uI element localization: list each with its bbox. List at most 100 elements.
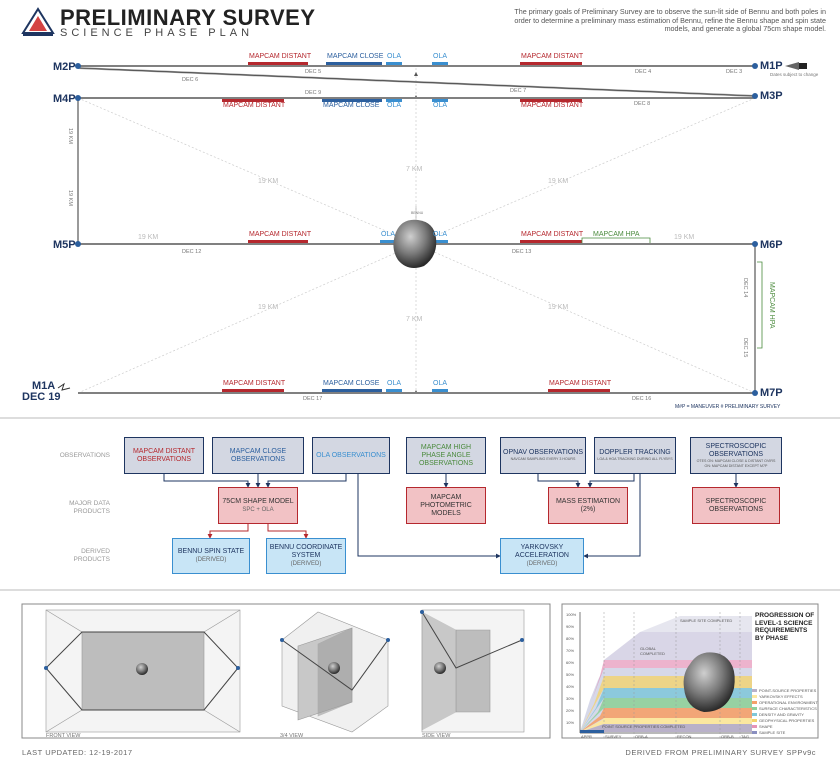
y-tick-label: 60% — [566, 660, 575, 665]
y-tick-label: 40% — [566, 684, 575, 689]
product-box-photometric: MAPCAM PHOTOMETRIC MODELS — [406, 487, 486, 524]
distance-label-4: 19 KM — [548, 304, 569, 311]
product-box-mass: MASS ESTIMATION (2%) — [548, 487, 628, 524]
y-tick-label: 90% — [566, 624, 575, 629]
spacecraft-icon — [785, 62, 807, 70]
maneuver-m1p: M1P — [760, 60, 783, 72]
obs-label-mapcam-distant-4: MAPCAM DISTANT — [521, 102, 584, 109]
legend-item: SHAPE — [759, 724, 773, 729]
bennu-asteroid — [393, 206, 437, 268]
legend-item: SAMPLE SITE — [759, 730, 786, 735]
obs-label-mapcam-distant-2: MAPCAM DISTANT — [521, 53, 584, 60]
obs-label-mapcam-distant-5: MAPCAM DISTANT — [249, 231, 312, 238]
distance-label-8: 7 KM — [406, 316, 423, 323]
maneuver-legend: M#P = MANEUVER # PRELIMINARY SURVEY — [675, 404, 781, 410]
date-dec4: DEC 4 — [635, 69, 652, 75]
derived-from: DERIVED FROM PRELIMINARY SURVEY SPPv9c — [625, 748, 816, 757]
view-label-side: SIDE VIEW — [422, 733, 451, 739]
derived-box-spin-state: BENNU SPIN STATE (DERIVED) — [172, 538, 250, 574]
phase-label: ORB-B — [721, 734, 734, 739]
date-dec15: DEC 15 — [742, 338, 748, 358]
date-dec8: DEC 8 — [634, 101, 651, 107]
distance-label-7: 7 KM — [406, 166, 423, 173]
product-box-shape-model: 75CM SHAPE MODEL SPC + OLA — [218, 487, 298, 524]
derived-box-coordinate-system: BENNU COORDINATE SYSTEM (DERIVED) — [266, 538, 346, 574]
obs-label-mapcam-distant-1: MAPCAM DISTANT — [249, 53, 312, 60]
dates-change-note: Dates subject to change — [770, 72, 819, 77]
row-label-observations: OBSERVATIONS — [59, 452, 110, 459]
obs-box-mapcam-hpa: MAPCAM HIGH PHASE ANGLE OBSERVATIONS — [406, 437, 486, 474]
legend-item: POINT-SOURCE PROPERTIES — [759, 688, 817, 693]
legend-item: SURFACE CHARACTERISTICS — [759, 706, 817, 711]
obs-label-ola-7: OLA — [387, 380, 402, 387]
page-subtitle: SCIENCE PHASE PLAN — [60, 27, 254, 39]
obs-label-mapcam-hpa-1: MAPCAM HPA — [593, 231, 640, 238]
point-source-completed-label: POINT SOURCE PROPERTIES COMPLETED — [602, 724, 686, 729]
sample-site-completed-label: SAMPLE SITE COMPLETED — [680, 618, 733, 623]
derived-box-yarkovsky: YARKOVSKY ACCELERATION (DERIVED) — [500, 538, 584, 574]
phase-label: SURVEY — [605, 734, 622, 739]
obs-label-mapcam-hpa-2: MAPCAM HPA — [768, 282, 775, 329]
views-panel — [21, 603, 551, 739]
progression-title: PROGRESSION OF LEVEL-1 SCIENCE REQUIREME… — [755, 612, 815, 642]
progression-panel — [561, 603, 819, 739]
distance-label-6: 19 KM — [674, 234, 695, 241]
obs-label-ola-8: OLA — [433, 380, 448, 387]
obs-box-ola: OLA OBSERVATIONS — [312, 437, 390, 474]
global-completed-label: GLOBAL COMPLETED — [640, 646, 665, 656]
view-label-front: FRONT VIEW — [46, 733, 81, 739]
phase-label: APPR — [581, 734, 592, 739]
obs-box-mapcam-close: MAPCAM CLOSE OBSERVATIONS — [212, 437, 304, 474]
distance-label-2: 19 KM — [548, 178, 569, 185]
obs-label-ola-3: OLA — [387, 102, 402, 109]
obs-box-mapcam-distant: MAPCAM DISTANT OBSERVATIONS — [124, 437, 204, 474]
legend-item: OPERATIONAL ENVIRONMENT — [759, 700, 818, 705]
obs-box-doppler: DOPPLER TRACKING LGA & HGA TRACKING DURIN… — [594, 437, 676, 474]
page-title: PRELIMINARY SURVEY — [60, 5, 316, 30]
y-tick-label: 20% — [566, 708, 575, 713]
phase-label: TAG — [741, 734, 749, 739]
maneuver-m5p: M5P — [53, 239, 76, 251]
obs-box-opnav: OPNAV OBSERVATIONS NAVCAM SAMPLING EVERY … — [500, 437, 586, 474]
maneuver-m4p: M4P — [53, 93, 76, 105]
date-dec16: DEC 16 — [632, 396, 652, 402]
distance-label-3: 19 KM — [258, 304, 279, 311]
bennu-label: BENNU — [411, 211, 424, 215]
obs-label-ola-5: OLA — [381, 231, 396, 238]
date-dec5: DEC 5 — [305, 69, 322, 75]
legend-item: GEOPHYSICAL PROPERTIES — [759, 718, 815, 723]
maneuver-m7p: M7P — [760, 387, 783, 399]
date-dec12: DEC 12 — [182, 249, 202, 255]
maneuver-m2p: M2P — [53, 61, 76, 73]
last-updated: LAST UPDATED: 12-19-2017 — [22, 748, 133, 757]
m1a-date: DEC 19 — [22, 391, 61, 403]
y-tick-label: 80% — [566, 636, 575, 641]
obs-label-mapcam-distant-6: MAPCAM DISTANT — [521, 231, 584, 238]
obs-label-mapcam-close-1: MAPCAM CLOSE — [327, 53, 384, 60]
distance-label-5: 19 KM — [138, 234, 159, 241]
obs-label-ola-4: OLA — [433, 102, 448, 109]
row-label-products: MAJOR DATA PRODUCTS — [69, 500, 110, 515]
obs-label-mapcam-distant-8: MAPCAM DISTANT — [549, 380, 612, 387]
y-tick-label: 10% — [566, 720, 575, 725]
arrival-arrow-icon — [57, 382, 71, 391]
y-tick-label: 30% — [566, 696, 575, 701]
obs-label-mapcam-close-3: MAPCAM CLOSE — [323, 380, 380, 387]
obs-label-ola-1: OLA — [387, 53, 402, 60]
date-dec13: DEC 13 — [512, 249, 532, 255]
y-tick-label: 70% — [566, 648, 575, 653]
obs-label-mapcam-distant-7: MAPCAM DISTANT — [223, 380, 286, 387]
flow-connectors — [163, 474, 739, 559]
obs-box-spectroscopic: SPECTROSCOPIC OBSERVATIONS OTES ON: MAPCA… — [690, 437, 782, 474]
maneuver-m3p: M3P — [760, 90, 783, 102]
date-dec6: DEC 6 — [182, 77, 199, 83]
product-box-spectroscopic: SPECTROSCOPIC OBSERVATIONS — [692, 487, 780, 524]
trajectory-diagram — [57, 62, 807, 396]
phase-label: ORB-A — [635, 734, 648, 739]
y-tick-label: 50% — [566, 672, 575, 677]
progression-chart — [579, 612, 757, 738]
obs-label-ola-2: OLA — [433, 53, 448, 60]
date-dec9: DEC 9 — [305, 90, 322, 96]
page-description: The primary goals of Preliminary Survey … — [514, 7, 826, 33]
maneuver-m1a: M1A — [32, 380, 56, 392]
